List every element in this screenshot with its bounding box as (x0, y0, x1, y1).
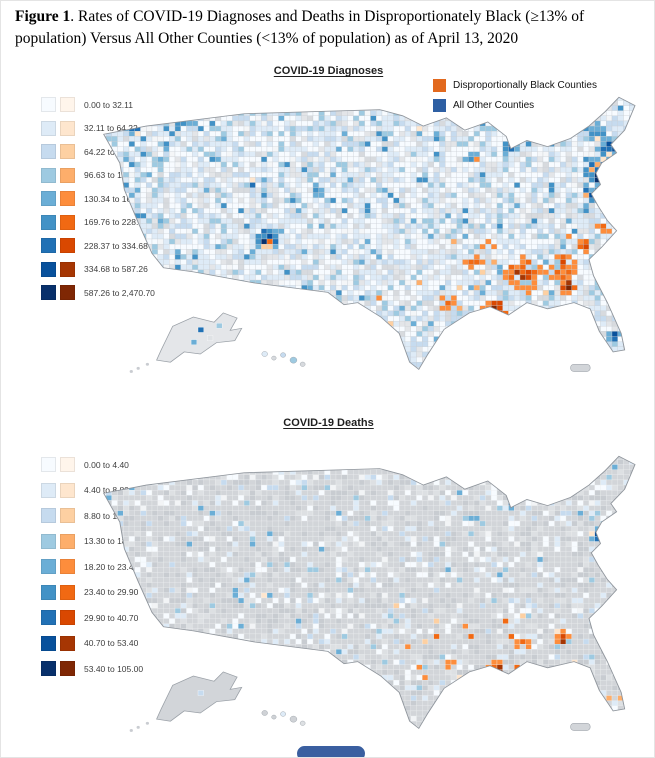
bin-range-label: 4.40 to 8.80 (84, 485, 129, 495)
blue-bin-swatch (41, 533, 56, 549)
county-group-legend: Disproportionally Black Counties All Oth… (433, 79, 597, 119)
legend-bin-row: 29.90 to 40.70 (41, 610, 143, 625)
bin-range-label: 64.22 to 96.63 (84, 146, 139, 157)
legend-bin-row: 64.22 to 96.63 (41, 144, 155, 159)
orange-bin-swatch (60, 97, 75, 112)
legend-bin-row: 130.34 to 169.76 (41, 191, 155, 206)
bottom-scroll-indicator (297, 746, 365, 757)
black-counties-label: Disproportionally Black Counties (453, 80, 597, 91)
legend-bin-row: 228.37 to 334.68 (41, 238, 155, 253)
bin-range-label: 8.80 to 13.30 (84, 510, 134, 521)
orange-bin-swatch (60, 533, 75, 549)
legend-bin-row: 96.63 to 130.34 (41, 167, 155, 183)
blue-bin-swatch (41, 120, 56, 136)
deaths-rate-legend: 0.00 to 4.40 4.40 to 8.80 8.80 to 13.30 13.… (41, 457, 143, 687)
blue-bin-swatch (41, 261, 56, 277)
blue-bin-swatch (41, 482, 56, 498)
bin-range-label: 29.90 to 40.70 (84, 612, 139, 623)
orange-bin-swatch (60, 610, 75, 625)
bin-range-label: 18.20 to 23.40 (84, 561, 139, 572)
legend-bin-row: 4.40 to 8.80 (41, 482, 143, 498)
bin-range-label: 0.00 to 32.11 (84, 99, 133, 110)
blue-bin-swatch (41, 144, 56, 159)
blue-bin-swatch (41, 97, 56, 112)
blue-bin-swatch (41, 457, 56, 472)
legend-bin-row: 334.68 to 587.26 (41, 261, 155, 277)
blue-bin-swatch (41, 661, 56, 676)
bin-range-label: 13.30 to 18.20 (84, 536, 139, 546)
other-counties-label: All Other Counties (453, 100, 535, 111)
orange-bin-swatch (60, 120, 75, 136)
orange-bin-swatch (60, 214, 75, 230)
legend-bin-row: 53.40 to 105.00 (41, 661, 143, 676)
deaths-map-section: COVID-19 Deaths 0.00 to 4.40 4.40 to 8.80… (1, 409, 654, 757)
orange-bin-swatch (60, 508, 75, 523)
legend-bin-row: 8.80 to 13.30 (41, 508, 143, 523)
orange-bin-swatch (60, 261, 75, 277)
bin-range-label: 96.63 to 130.34 (84, 170, 144, 180)
deaths-map-title: COVID-19 Deaths (283, 417, 374, 429)
orange-bin-swatch (60, 167, 75, 183)
bin-range-label: 23.40 to 29.90 (84, 587, 139, 597)
orange-bin-swatch (60, 482, 75, 498)
blue-bin-swatch (41, 191, 56, 206)
legend-bin-row: 587.26 to 2,470.70 (41, 285, 155, 300)
legend-bin-row: 0.00 to 4.40 (41, 457, 143, 472)
legend-bin-row: 32.11 to 64.22 (41, 120, 155, 136)
legend-bin-row: 169.76 to 228.37 (41, 214, 155, 230)
blue-bin-swatch (41, 508, 56, 523)
other-counties-legend-row: All Other Counties (433, 99, 597, 112)
us-choropleth-map-deaths (103, 455, 636, 732)
black-counties-swatch (433, 79, 446, 92)
blue-bin-swatch (41, 238, 56, 253)
us-choropleth-map-diagnoses (103, 96, 636, 373)
orange-bin-swatch (60, 661, 75, 676)
bin-range-label: 40.70 to 53.40 (84, 638, 139, 648)
diagnoses-rate-legend: 0.00 to 32.11 32.11 to 64.22 64.22 to 96.6… (41, 97, 155, 309)
blue-bin-swatch (41, 559, 56, 574)
blue-bin-swatch (41, 214, 56, 230)
bin-range-label: 0.00 to 4.40 (84, 459, 129, 470)
legend-bin-row: 0.00 to 32.11 (41, 97, 155, 112)
diagnoses-map-section: COVID-19 Diagnoses 0.00 to 32.11 32.11 to… (1, 57, 654, 409)
bin-range-label: 53.40 to 105.00 (84, 663, 144, 674)
blue-bin-swatch (41, 584, 56, 600)
blue-bin-swatch (41, 167, 56, 183)
bin-range-label: 228.37 to 334.68 (84, 240, 148, 251)
black-counties-legend-row: Disproportionally Black Counties (433, 79, 597, 92)
orange-bin-swatch (60, 457, 75, 472)
blue-bin-swatch (41, 610, 56, 625)
orange-bin-swatch (60, 144, 75, 159)
bin-range-label: 587.26 to 2,470.70 (84, 287, 155, 298)
orange-bin-swatch (60, 559, 75, 574)
orange-bin-swatch (60, 584, 75, 600)
orange-bin-swatch (60, 191, 75, 206)
figure-label: Figure 1 (15, 8, 71, 25)
legend-bin-row: 40.70 to 53.40 (41, 635, 143, 651)
legend-bin-row: 13.30 to 18.20 (41, 533, 143, 549)
bin-range-label: 169.76 to 228.37 (84, 217, 148, 227)
bin-range-label: 334.68 to 587.26 (84, 264, 148, 274)
blue-bin-swatch (41, 635, 56, 651)
orange-bin-swatch (60, 635, 75, 651)
other-counties-swatch (433, 99, 446, 112)
legend-bin-row: 18.20 to 23.40 (41, 559, 143, 574)
legend-bin-row: 23.40 to 29.90 (41, 584, 143, 600)
orange-bin-swatch (60, 285, 75, 300)
figure-caption-text: . Rates of COVID-19 Diagnoses and Deaths… (15, 8, 585, 47)
bin-range-label: 130.34 to 169.76 (84, 193, 148, 204)
orange-bin-swatch (60, 238, 75, 253)
figure-caption: Figure 1. Rates of COVID-19 Diagnoses an… (15, 6, 645, 50)
bin-range-label: 32.11 to 64.22 (84, 123, 138, 133)
diagnoses-map-title: COVID-19 Diagnoses (273, 65, 384, 77)
blue-bin-swatch (41, 285, 56, 300)
